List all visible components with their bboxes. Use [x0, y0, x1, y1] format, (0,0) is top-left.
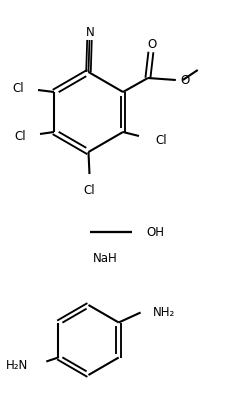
- Text: O: O: [180, 74, 189, 87]
- Text: NH₂: NH₂: [153, 306, 175, 319]
- Text: NaH: NaH: [93, 252, 118, 265]
- Text: N: N: [86, 26, 95, 39]
- Text: Cl: Cl: [155, 133, 166, 147]
- Text: Cl: Cl: [12, 81, 24, 94]
- Text: Cl: Cl: [14, 129, 26, 142]
- Text: H₂N: H₂N: [6, 359, 28, 372]
- Text: OH: OH: [146, 225, 164, 239]
- Text: O: O: [147, 37, 157, 50]
- Text: Cl: Cl: [84, 184, 95, 197]
